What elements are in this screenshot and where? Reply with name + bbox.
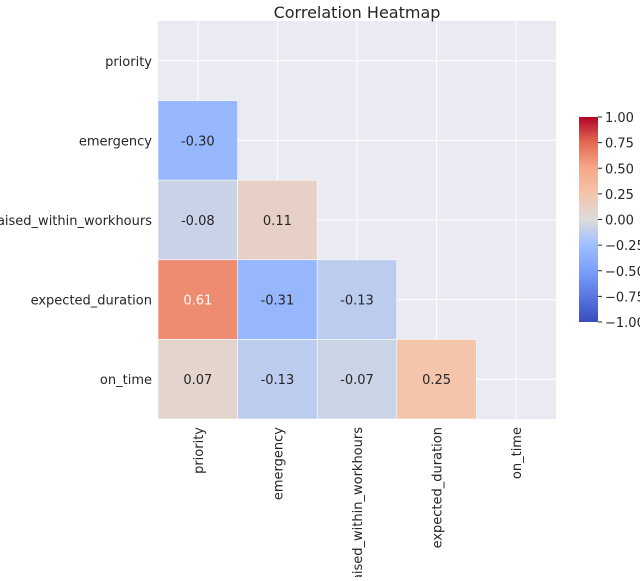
y-tick-label-on_time: on_time [100,373,152,388]
colorbar-tick-label: 0.00 [605,214,634,229]
cell-value-label: 0.11 [263,214,292,229]
colorbar-tick-label: 0.50 [605,162,634,177]
chart-title: Correlation Heatmap [274,3,441,22]
cell-value-labels: -0.30 -0.08 0.11 0.61 -0.31 -0.13 0.07 -0.13 -0.… [181,134,451,388]
colorbar-tick-label: 0.25 [605,188,634,203]
y-tick-label-expected_duration: expected_duration [31,294,152,309]
colorbar-tick-label: 0.75 [605,137,634,152]
colorbar-tick-label: 1.00 [605,111,634,126]
cell-value-label: -0.13 [261,373,295,388]
heatmap-cell-on_time-expected_duration [396,339,477,420]
cell-value-label: -0.31 [261,294,295,309]
y-tick-label-raised_within_workhours: raised_within_workhours [0,214,152,229]
heatmap-cell-on_time-priority [157,339,238,420]
x-tick-label-emergency: emergency [271,427,286,500]
cell-value-label: 0.61 [183,294,212,309]
x-tick-label-expected_duration: expected_duration [431,427,446,548]
colorbar: 1.00 0.75 0.50 0.25 0.00 −0.25 −0.50 −0.75 −1.00 [579,111,640,331]
cell-value-label: -0.07 [340,373,374,388]
colorbar-ticks: 1.00 0.75 0.50 0.25 0.00 −0.25 −0.50 −0.75 −1.00 [598,111,640,331]
cell-value-label: -0.30 [181,134,215,149]
x-tick-labels: priority emergency raised_within_workhours… [192,427,525,581]
y-tick-label-priority: priority [105,55,152,70]
heatmap-cell-emergency-priority [157,100,238,181]
x-tick-label-on_time: on_time [510,427,525,479]
cell-value-label: -0.13 [340,294,374,309]
heatmap-cells [157,100,477,420]
cell-value-label: 0.07 [183,373,212,388]
cell-value-label: 0.25 [422,373,451,388]
heatmap-cell-raised_within_workhours-emergency [237,179,318,261]
heatmap-cell-expected_duration-emergency [237,259,318,340]
colorbar-tick-label: −0.25 [605,239,640,254]
heatmap-cell-raised_within_workhours-priority [157,179,238,261]
x-tick-label-priority: priority [192,427,207,474]
colorbar-tick-label: −1.00 [605,316,640,331]
colorbar-tick-label: −0.75 [605,290,640,305]
colorbar-tick-label: −0.50 [605,265,640,280]
y-tick-labels: priority emergency raised_within_workhours… [0,55,152,388]
heatmap-cell-on_time-raised_within_workhours [316,339,398,420]
cell-value-label: -0.08 [181,214,215,229]
x-tick-label-raised_within_workhours: raised_within_workhours [351,427,366,577]
y-tick-label-emergency: emergency [79,134,152,149]
colorbar-gradient [579,117,598,322]
